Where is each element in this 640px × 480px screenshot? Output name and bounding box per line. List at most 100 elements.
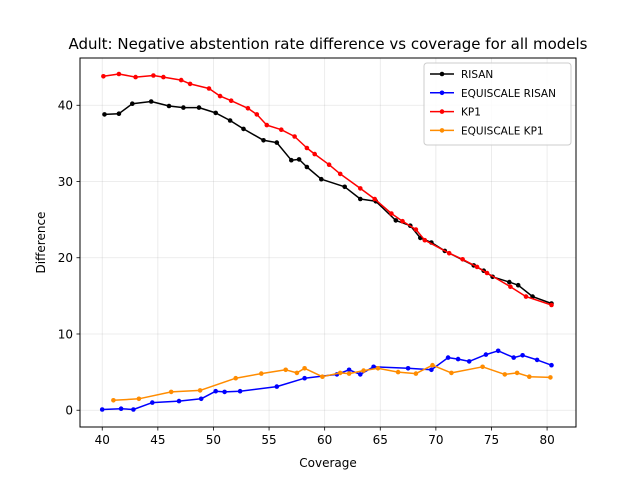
y-ticks: 0 10 20 30 40 (58, 99, 80, 418)
legend-swatch-marker (439, 90, 445, 96)
data-point-equiscale-risan (237, 388, 243, 394)
data-point-equiscale-kp1 (361, 368, 366, 373)
data-point-risan (213, 110, 218, 116)
data-point-equiscale-risan (346, 367, 352, 373)
data-point-equiscale-kp1 (302, 366, 307, 371)
series-line-equiscale-risan (102, 350, 552, 411)
data-point-kp1 (178, 77, 184, 83)
data-point-equiscale-kp1 (449, 370, 454, 376)
data-point-risan (181, 105, 186, 110)
data-point-equiscale-risan (213, 388, 218, 394)
data-point-kp1 (292, 134, 297, 139)
data-point-equiscale-kp1 (197, 388, 203, 393)
y-tick-label: 10 (58, 327, 73, 341)
x-tick-label: 45 (150, 433, 165, 447)
data-point-equiscale-risan (429, 367, 434, 373)
data-point-risan (515, 282, 521, 288)
data-point-equiscale-risan (131, 407, 136, 412)
data-point-equiscale-kp1 (413, 371, 419, 376)
y-tick-label: 0 (65, 404, 73, 418)
data-point-kp1 (279, 127, 284, 132)
data-point-kp1 (413, 227, 419, 232)
data-point-risan (296, 157, 302, 162)
data-point-equiscale-kp1 (375, 366, 381, 371)
data-point-equiscale-risan (455, 356, 461, 362)
data-point-equiscale-kp1 (337, 370, 343, 376)
data-point-equiscale-kp1 (294, 370, 300, 376)
legend-label: KP1 (461, 107, 481, 119)
data-point-risan (507, 279, 512, 285)
legend-item-equiscale-kp1: EQUISCALE KP1 (430, 125, 544, 137)
data-point-kp1 (312, 151, 318, 157)
data-point-equiscale-risan (520, 353, 525, 358)
data-point-equiscale-risan (534, 357, 540, 363)
data-point-risan (261, 138, 266, 143)
data-point-equiscale-risan (445, 355, 451, 360)
data-point-kp1 (264, 122, 270, 128)
data-point-kp1 (326, 162, 332, 167)
legend-label: EQUISCALE RISAN (461, 88, 556, 100)
data-point-equiscale-risan (302, 375, 307, 381)
x-axis-label: Coverage (299, 456, 357, 470)
data-point-equiscale-kp1 (111, 398, 116, 403)
data-point-equiscale-risan (511, 355, 516, 360)
data-point-equiscale-kp1 (527, 374, 532, 380)
data-point-risan (130, 101, 135, 106)
data-point-kp1 (422, 237, 428, 243)
data-point-risan (227, 118, 233, 123)
data-point-equiscale-kp1 (283, 367, 289, 373)
data-point-risan (319, 176, 324, 182)
x-ticks: 40 45 50 55 60 65 70 75 80 (95, 427, 555, 447)
data-point-equiscale-kp1 (168, 389, 174, 395)
y-axis-label: Difference (34, 212, 48, 274)
data-point-risan (358, 196, 363, 202)
x-tick-label: 80 (539, 433, 554, 447)
data-point-equiscale-risan (222, 389, 227, 395)
data-point-kp1 (101, 74, 106, 79)
legend-swatch-marker (439, 128, 445, 133)
x-tick-label: 55 (261, 433, 276, 447)
legend-label: RISAN (461, 69, 493, 81)
data-point-kp1 (254, 112, 260, 117)
data-point-risan (304, 164, 310, 170)
data-point-risan (241, 126, 246, 132)
series-equiscale-risan (99, 348, 554, 412)
data-point-kp1 (446, 250, 452, 256)
data-point-equiscale-risan (371, 364, 376, 370)
data-point-equiscale-kp1 (548, 375, 553, 380)
plot-series (99, 71, 554, 412)
legend-label: EQUISCALE KP1 (461, 125, 544, 137)
data-point-equiscale-risan (495, 348, 501, 354)
data-point-equiscale-risan (358, 372, 363, 377)
series-line-equiscale-kp1 (113, 364, 551, 402)
data-point-kp1 (508, 284, 513, 290)
data-point-kp1 (372, 196, 378, 202)
data-point-risan (116, 111, 122, 116)
data-point-equiscale-kp1 (480, 364, 485, 370)
data-point-risan (274, 140, 280, 145)
legend-swatch-marker (439, 109, 445, 114)
legend-swatch-marker (439, 71, 445, 77)
y-tick-label: 40 (58, 99, 73, 113)
data-point-kp1 (304, 145, 310, 151)
data-point-kp1 (460, 257, 465, 262)
x-tick-label: 60 (317, 433, 332, 447)
legend: RISAN EQUISCALE RISAN KP1 EQUISCALE KP1 (423, 62, 572, 146)
data-point-equiscale-kp1 (502, 372, 508, 377)
data-point-equiscale-kp1 (136, 396, 142, 402)
data-point-kp1 (523, 294, 529, 299)
data-point-equiscale-risan (483, 352, 489, 357)
data-point-equiscale-kp1 (395, 369, 401, 375)
data-point-equiscale-risan (198, 396, 204, 402)
data-point-risan (289, 157, 294, 163)
data-point-kp1 (187, 81, 193, 87)
legend-item-risan: RISAN (430, 69, 493, 81)
data-point-kp1 (217, 93, 223, 99)
data-point-kp1 (484, 270, 490, 276)
data-point-kp1 (474, 264, 480, 270)
data-point-risan (342, 184, 348, 190)
data-point-risan (102, 112, 107, 117)
data-point-kp1 (228, 98, 234, 103)
data-point-kp1 (151, 73, 156, 78)
